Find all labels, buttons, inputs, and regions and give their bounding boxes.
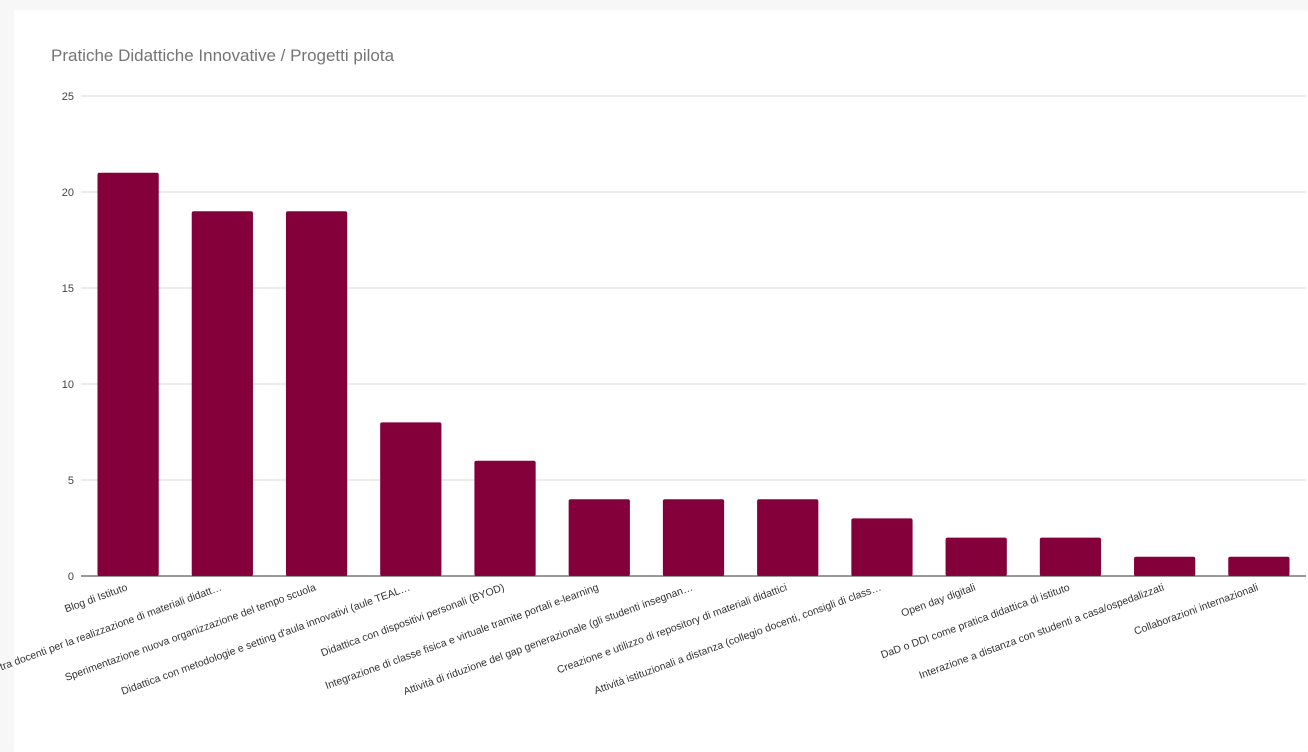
bar	[851, 518, 913, 576]
bar	[285, 211, 348, 576]
y-tick-label: 25	[62, 91, 74, 103]
x-tick-label: Blog di Istituto	[63, 581, 129, 615]
bar	[1228, 556, 1290, 576]
y-tick-label: 0	[68, 571, 74, 583]
y-tick-label: 20	[62, 187, 74, 199]
bar	[757, 499, 819, 576]
x-tick-label: Open day digitali	[900, 582, 978, 620]
bar	[568, 499, 630, 576]
bar	[1134, 556, 1196, 576]
bar	[191, 211, 253, 576]
bar	[97, 172, 159, 577]
bar	[1039, 537, 1102, 576]
bar	[474, 460, 536, 576]
chart-title: Pratiche Didattiche Innovative / Progett…	[51, 46, 395, 65]
bar	[945, 537, 1007, 576]
y-tick-label: 10	[62, 379, 74, 391]
y-tick-label: 5	[68, 475, 74, 487]
y-tick-label: 15	[62, 283, 74, 295]
bar	[380, 422, 442, 576]
bar	[662, 499, 725, 576]
